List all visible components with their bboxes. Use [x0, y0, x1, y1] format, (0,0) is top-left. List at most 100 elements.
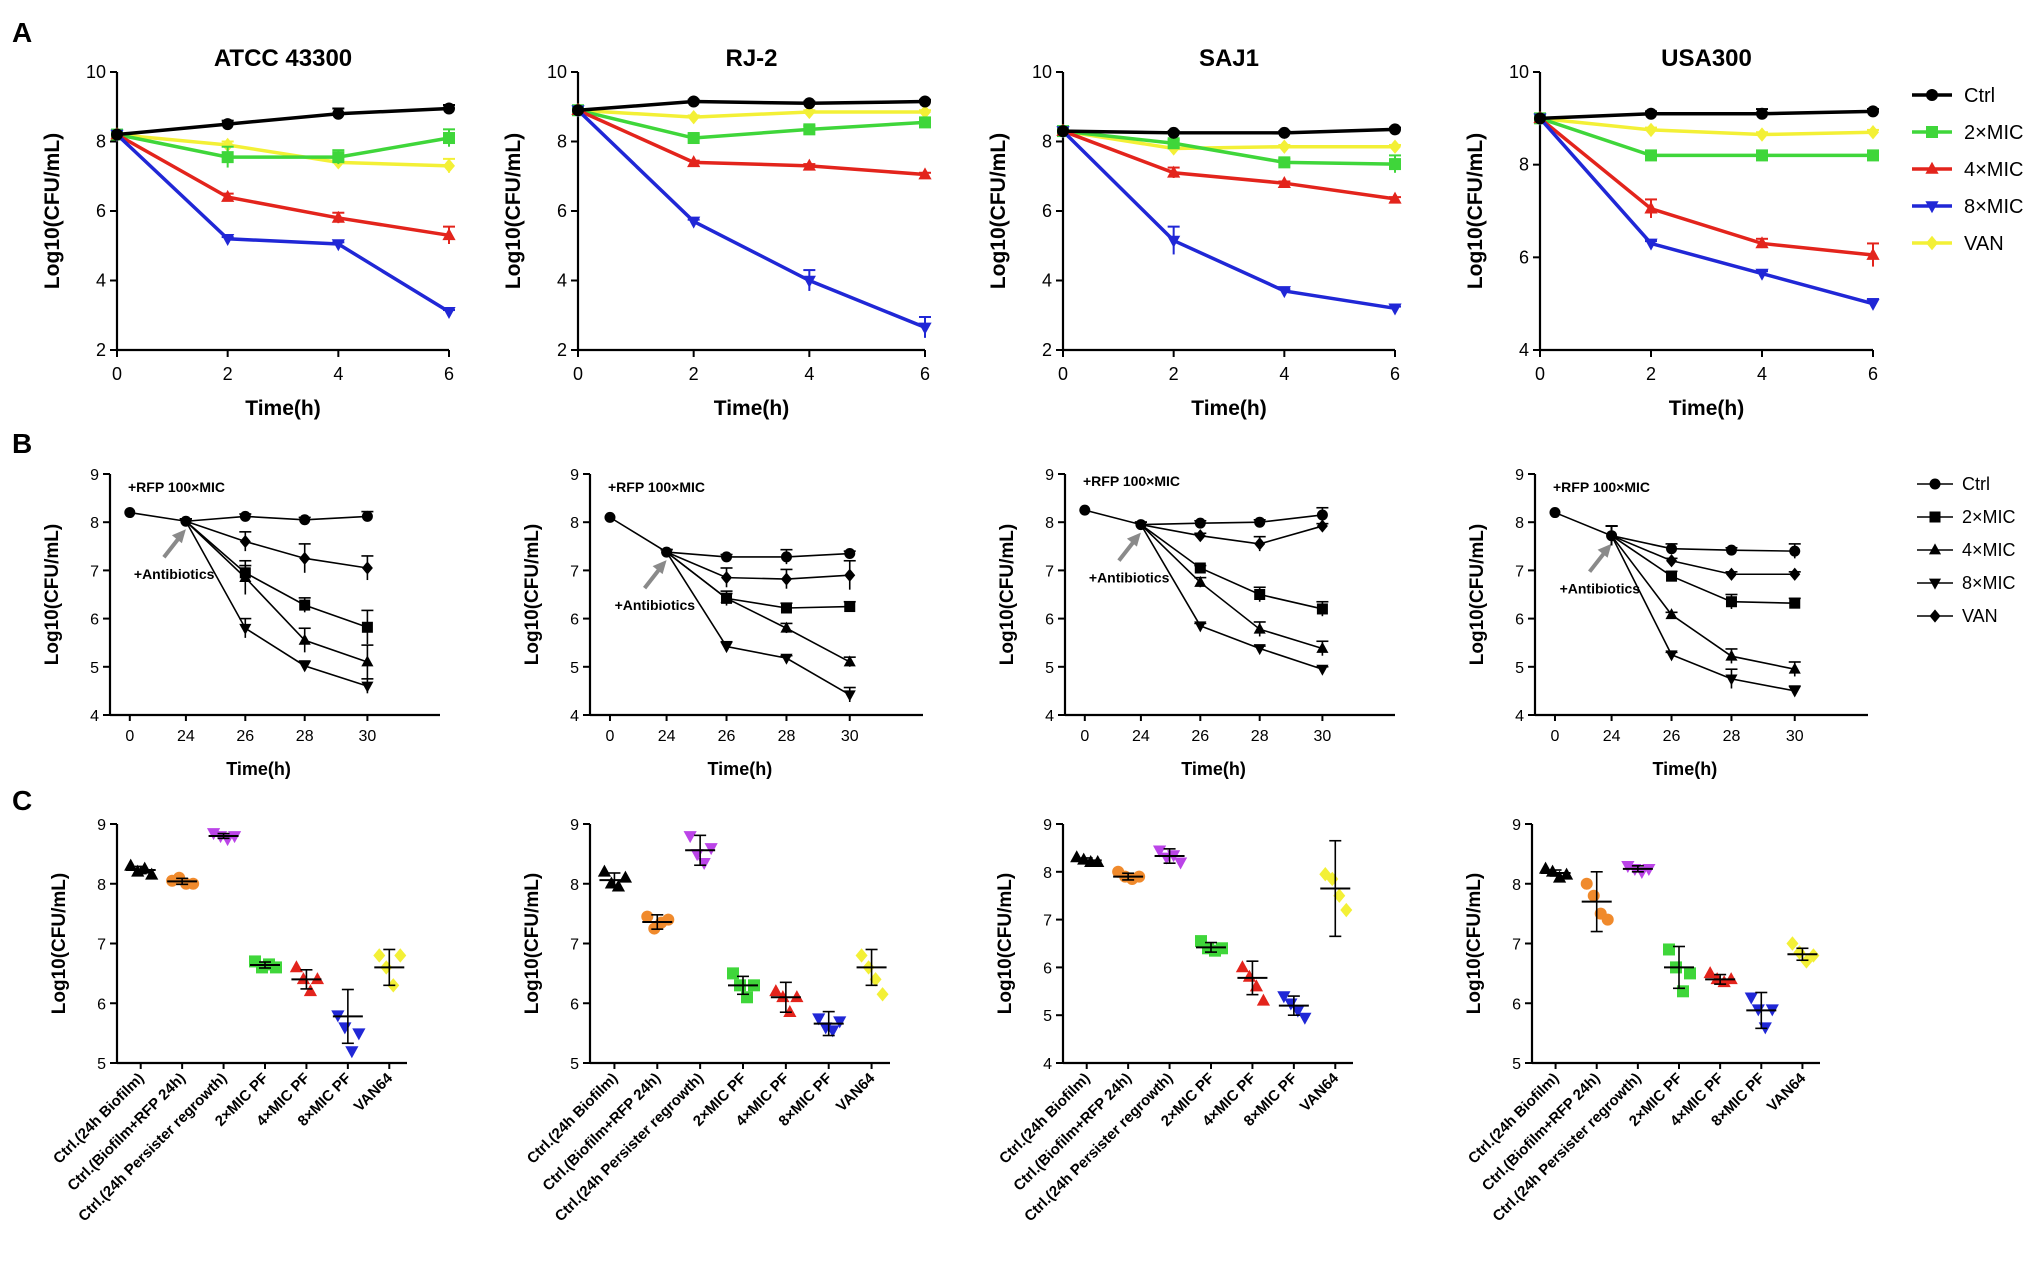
data-point — [331, 239, 345, 252]
data-point — [1756, 127, 1768, 142]
data-point — [833, 1016, 847, 1029]
annotation-rfp: +RFP 100×MIC — [1553, 479, 1650, 495]
y-axis-label: Log10(CFU/mL) — [522, 524, 543, 665]
data-point — [1333, 888, 1346, 903]
legend-marker — [1926, 89, 1938, 101]
data-point — [1867, 149, 1879, 162]
data-point — [1194, 562, 1206, 574]
data-point — [221, 234, 235, 246]
data-point — [704, 843, 718, 856]
x-tick-label: 2 — [689, 364, 699, 384]
legend-marker — [1925, 201, 1939, 214]
data-point — [124, 858, 138, 871]
legend-label: 4×MIC — [1964, 159, 2023, 181]
data-point — [1789, 567, 1801, 581]
data-point — [394, 948, 407, 963]
panel-b-chart-3: 4 5 6 7 8 9 Log10(CFU/mL) 0 24 26 28 30 Time(h) +RFP … — [997, 467, 1395, 779]
data-point — [721, 551, 733, 563]
data-point — [687, 132, 700, 145]
series-line-2×MIC — [1140, 523, 1323, 610]
data-point — [443, 132, 455, 145]
series-line-Ctrl — [116, 106, 450, 137]
y-axis-label: Log10(CFU/mL) — [995, 873, 1016, 1014]
y-axis-label: Log10(CFU/mL) — [49, 873, 70, 1014]
legend-marker — [1926, 126, 1938, 138]
y-axis-label: Log10(CFU/mL) — [42, 524, 63, 665]
x-tick-label: 0 — [1058, 364, 1068, 384]
series-line-VAN — [1611, 534, 1795, 576]
y-tick-label: 9 — [1512, 817, 1521, 834]
y-tick-label: 4 — [1043, 1056, 1052, 1073]
series-line-2×MIC — [1062, 129, 1396, 166]
data-point — [1867, 105, 1879, 118]
data-point — [1167, 165, 1181, 178]
y-tick-label: 5 — [1515, 660, 1524, 677]
data-point — [270, 961, 282, 974]
y-axis-label: Log10(CFU/mL) — [987, 133, 1010, 289]
series-line-4×MIC — [116, 133, 450, 238]
series-line-VAN — [185, 520, 368, 569]
data-point — [1642, 864, 1656, 877]
x-tick-label: 2 — [1169, 364, 1179, 384]
data-point — [310, 972, 325, 985]
data-point — [1389, 139, 1401, 154]
y-tick-label: 9 — [1515, 467, 1524, 484]
data-point — [352, 1028, 366, 1041]
data-point — [1235, 960, 1250, 973]
data-point — [361, 510, 373, 522]
data-point — [1666, 554, 1678, 568]
data-point — [720, 591, 733, 603]
data-point — [1079, 504, 1091, 516]
chart-title: ATCC 43300 — [214, 45, 352, 72]
x-axis-label: Time(h) — [1181, 759, 1246, 779]
x-tick-label: 6 — [444, 364, 454, 384]
data-point — [918, 322, 932, 335]
x-tick-label: 4 — [1757, 364, 1767, 384]
data-point — [1755, 236, 1769, 249]
data-point — [919, 116, 931, 129]
y-tick-label: 8 — [1519, 155, 1529, 175]
y-tick-label: 9 — [90, 467, 99, 484]
y-tick-label: 8 — [1512, 877, 1521, 894]
chart-title: SAJ1 — [1199, 45, 1259, 72]
data-point — [1789, 545, 1801, 557]
data-point — [443, 158, 455, 174]
x-axis-label: Time(h) — [714, 397, 789, 420]
data-point — [1789, 597, 1801, 609]
data-point — [299, 599, 311, 611]
x-tick-label: 6 — [1868, 364, 1878, 384]
annotation-arrowhead — [652, 560, 667, 575]
annotation-arrowhead — [1597, 543, 1612, 558]
data-point — [727, 967, 739, 980]
data-point — [239, 623, 252, 635]
series-line-8×MIC — [1538, 117, 1874, 306]
data-point — [1755, 268, 1769, 281]
data-point — [361, 681, 374, 693]
data-point — [1278, 139, 1291, 154]
data-point — [361, 655, 374, 667]
data-point — [1389, 158, 1401, 171]
y-tick-label: 8 — [96, 132, 106, 152]
data-point — [611, 879, 626, 892]
data-point — [1167, 235, 1181, 248]
series-line-VAN — [1539, 116, 1874, 137]
y-tick-label: 4 — [90, 708, 99, 725]
y-tick-label: 4 — [557, 271, 567, 291]
data-point — [1866, 298, 1880, 311]
y-axis-label: Log10(CFU/mL) — [41, 133, 64, 289]
y-tick-label: 6 — [90, 612, 99, 629]
y-tick-label: 2 — [557, 340, 567, 360]
series-line-8×MIC — [665, 551, 851, 696]
legend-marker — [1929, 478, 1941, 490]
x-tick-label: 30 — [841, 728, 859, 745]
x-tick-label: 28 — [1251, 728, 1269, 745]
legend-label: 4×MIC — [1962, 540, 2016, 560]
y-tick-label: 6 — [1043, 960, 1052, 977]
data-point — [1254, 589, 1266, 600]
annotation-rfp: +RFP 100×MIC — [608, 479, 705, 495]
y-tick-label: 7 — [1043, 913, 1052, 930]
data-point — [227, 831, 242, 844]
y-tick-label: 6 — [1519, 247, 1529, 267]
panel-b-chart-4: 4 5 6 7 8 9 Log10(CFU/mL) 0 24 26 28 30 Time(h) +RFP … — [1467, 467, 1868, 779]
